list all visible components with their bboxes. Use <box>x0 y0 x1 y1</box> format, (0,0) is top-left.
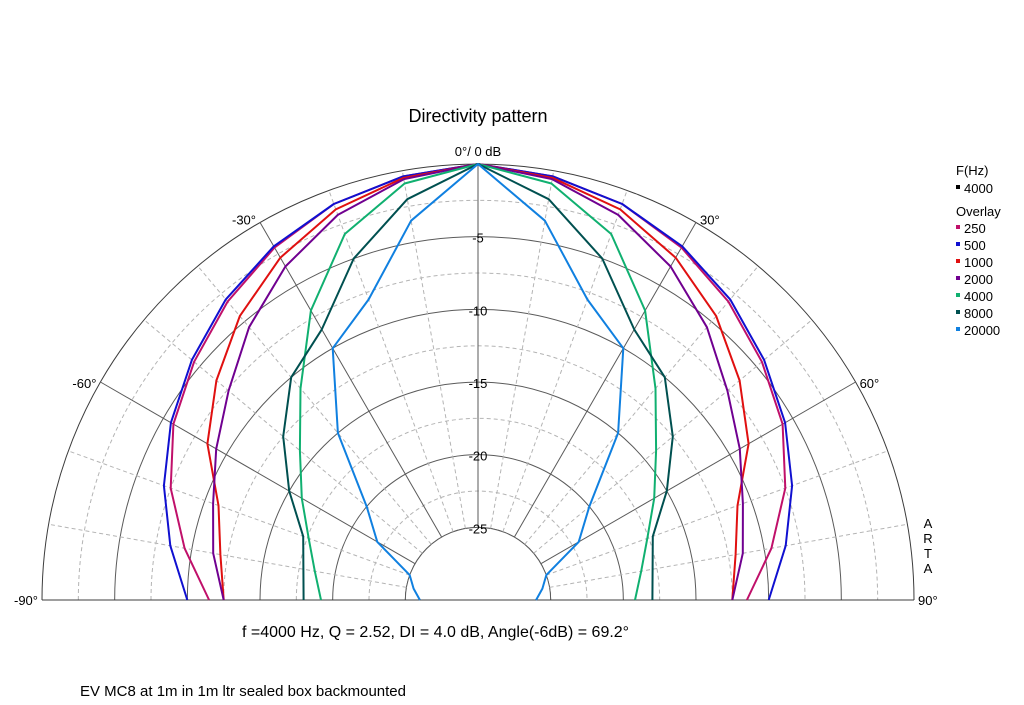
grid-minor-spoke <box>197 265 432 545</box>
grid-minor-spoke <box>490 170 555 529</box>
angle-label: 30° <box>700 212 720 227</box>
legend-label-8000: 8000 <box>964 306 993 321</box>
legend-swatch-20000 <box>956 327 960 331</box>
angle-label: -90° <box>14 593 38 608</box>
grid-major-spoke <box>540 381 856 565</box>
legend-swatch-8000 <box>956 310 960 314</box>
grid-inner-circle <box>404 526 552 601</box>
radial-tick-label: -5 <box>472 231 484 246</box>
grid-minor-spoke <box>549 523 908 588</box>
note: EV MC8 at 1m in 1m ltr sealed box backmo… <box>80 683 406 700</box>
legend-swatch-4000 <box>956 293 960 297</box>
grid-minor-circle <box>295 417 661 601</box>
grid-minor-spoke <box>546 450 888 576</box>
radial-tick-label: -20 <box>469 449 488 464</box>
side-label-char: A <box>924 516 933 531</box>
angle-label: -60° <box>72 376 96 391</box>
radial-tick-label: -25 <box>469 521 488 536</box>
grid-major-spoke <box>100 381 416 565</box>
legend-swatch-250 <box>956 225 960 229</box>
grid-minor-circle <box>77 200 879 601</box>
side-label-char: T <box>924 546 932 561</box>
radial-tick-labels: -5 -10 -15 -20 -25 <box>469 231 488 537</box>
grid-minor-spoke <box>533 319 813 554</box>
legend-current-label: 4000 <box>964 181 993 196</box>
legend-swatch-500 <box>956 242 960 246</box>
legend-header: F(Hz) <box>956 163 989 178</box>
legend-label-4000: 4000 <box>964 289 993 304</box>
angle-label: 60° <box>860 376 880 391</box>
legend-label-1000: 1000 <box>964 255 993 270</box>
legend-items: 250 500 1000 2000 4000 8000 20000 <box>956 221 1000 338</box>
legend-swatch-2000 <box>956 276 960 280</box>
grid-minor-spoke <box>328 190 454 532</box>
grid-center-disk <box>405 527 551 600</box>
chart-title: Directivity pattern <box>408 106 547 126</box>
legend-label-500: 500 <box>964 238 986 253</box>
polar-grid <box>41 163 915 601</box>
grid-minor-spoke <box>68 450 410 576</box>
series-curves <box>162 163 794 601</box>
side-label-char: A <box>924 561 933 576</box>
grid-major-spoke <box>513 222 697 538</box>
grid-minor-spoke <box>48 523 407 588</box>
legend-label-2000: 2000 <box>964 272 993 287</box>
top-label: 0°/ 0 dB <box>455 144 501 159</box>
radial-tick-label: -10 <box>469 303 488 318</box>
grid-minor-spoke <box>401 170 466 529</box>
series-curve-20000 <box>331 163 625 601</box>
legend-swatch-1000 <box>956 259 960 263</box>
grid-major-spoke <box>259 222 443 538</box>
legend-overlay-header: Overlay <box>956 204 1001 219</box>
stats-line: f =4000 Hz, Q = 2.52, DI = 4.0 dB, Angle… <box>242 624 629 641</box>
radial-tick-label: -15 <box>469 376 488 391</box>
legend-current-swatch <box>956 185 960 189</box>
grid-minor-spoke <box>502 190 628 532</box>
angle-labels: -90° -60° -30° 30° 60° 90° <box>14 212 938 608</box>
side-label-char: R <box>923 531 932 546</box>
legend: F(Hz) 4000 Overlay 250 500 1000 2000 4000 800… <box>956 163 1001 338</box>
grid-minor-spoke <box>143 319 423 554</box>
legend-label-250: 250 <box>964 221 986 236</box>
grid-minor-spoke <box>524 265 759 545</box>
angle-label: 90° <box>918 593 938 608</box>
angle-label: -30° <box>232 212 256 227</box>
legend-label-20000: 20000 <box>964 323 1000 338</box>
